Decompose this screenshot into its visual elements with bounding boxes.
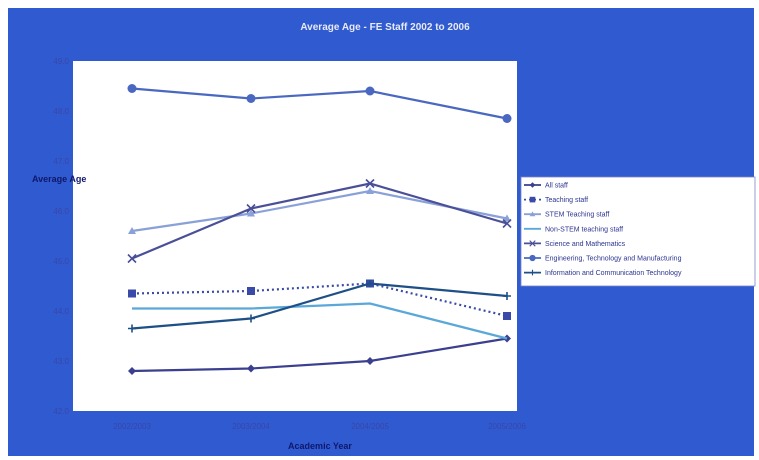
data-point [247, 209, 255, 217]
x-tick-label: 2004/2005 [351, 422, 389, 431]
plot-area [73, 61, 517, 411]
data-point [128, 227, 136, 234]
legend-item: Science and Mathematics [524, 240, 626, 248]
series-line [131, 282, 508, 330]
legend-marker [529, 211, 536, 217]
data-point [246, 94, 256, 103]
x-tick-label: 2002/2003 [113, 422, 151, 431]
series-0 [128, 334, 511, 375]
data-point [502, 114, 512, 123]
legend-label: Science and Mathematics [545, 241, 626, 248]
legend-marker [529, 196, 536, 203]
data-point [365, 86, 375, 96]
legend-label: Information and Communication Technology [545, 270, 682, 277]
data-point [503, 292, 511, 300]
data-point [502, 218, 512, 229]
series-line [131, 337, 508, 373]
legend-item: Non-STEM teaching staff [524, 226, 623, 233]
legend-label: Engineering, Technology and Manufacturin… [545, 256, 682, 263]
y-tick-labels: 42.0 43.0 44.0 45.0 46.0 47.0 48.0 49.0 [53, 57, 69, 416]
legend-label: Non-STEM teaching staff [545, 226, 623, 233]
data-point [127, 84, 137, 93]
data-point [366, 187, 374, 194]
data-point [127, 253, 137, 264]
series-line [131, 189, 508, 233]
series-4 [127, 178, 512, 264]
legend-label: Teaching staff [545, 197, 588, 204]
data-point [503, 214, 511, 222]
y-tick-label: 44.0 [53, 307, 69, 316]
y-tick-label: 46.0 [53, 207, 69, 216]
legend-item: Teaching staff [524, 196, 588, 204]
legend-marker [529, 269, 536, 276]
series-6 [128, 279, 511, 333]
y-tick-label: 42.0 [53, 407, 69, 416]
data-point [366, 357, 374, 365]
data-point [128, 324, 136, 333]
x-axis-label: Academic Year [288, 441, 352, 451]
legend-box [520, 176, 756, 287]
series-5 [127, 84, 512, 123]
legend-marker [529, 240, 536, 247]
y-tick-label: 49.0 [53, 57, 69, 66]
data-point [247, 314, 255, 323]
data-point [247, 364, 255, 373]
x-tick-labels: 2002/2003 2003/2004 2004/2005 2005/2006 [113, 422, 526, 431]
data-point [128, 367, 136, 375]
data-point [365, 178, 375, 189]
data-point [366, 279, 374, 288]
series-group [127, 84, 512, 375]
legend-label: STEM Teaching staff [545, 212, 609, 219]
legend-item: Engineering, Technology and Manufacturin… [524, 254, 682, 263]
y-tick-label: 48.0 [53, 107, 69, 116]
series-line [132, 302, 508, 340]
legend-item: STEM Teaching staff [524, 211, 609, 219]
data-point [246, 203, 256, 214]
x-tick-label: 2005/2006 [488, 422, 526, 431]
legend: All staff Teaching staff STEM Teaching sta… [520, 176, 756, 287]
series-3 [132, 302, 508, 340]
chart-title: Average Age - FE Staff 2002 to 2006 [300, 22, 470, 33]
series-line [131, 87, 508, 120]
y-tick-label: 47.0 [53, 157, 69, 166]
series-line [131, 182, 508, 260]
y-axis-label: Average Age [32, 174, 86, 184]
y-tick-label: 43.0 [53, 357, 69, 366]
series-2 [128, 187, 511, 234]
x-tick-label: 2003/2004 [232, 422, 270, 431]
legend-label: All staff [545, 183, 568, 190]
y-tick-label: 45.0 [53, 257, 69, 266]
legend-marker [529, 254, 536, 262]
data-point [503, 312, 511, 320]
legend-item: Information and Communication Technology [524, 269, 682, 277]
data-point [247, 287, 255, 295]
data-point [128, 289, 136, 298]
